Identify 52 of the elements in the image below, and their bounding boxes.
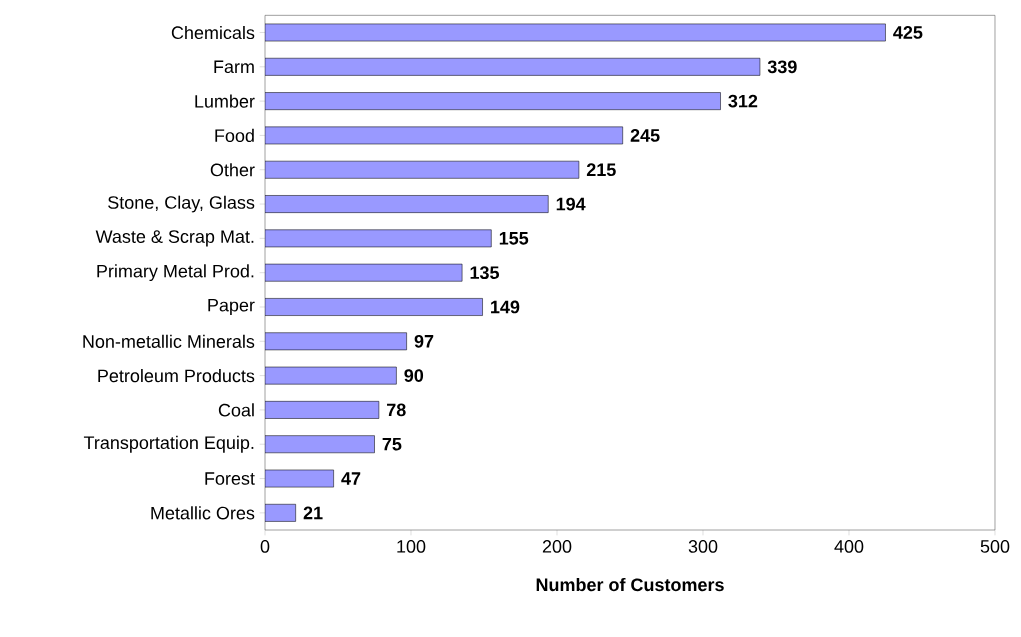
data-label: 194: [556, 197, 586, 211]
data-label: 21: [303, 506, 323, 520]
data-label: 215: [586, 163, 616, 177]
y-tick-label: Stone, Clay, Glass: [108, 195, 255, 213]
y-tick-label: Transportation Equip.: [83, 435, 254, 453]
bar: [265, 23, 886, 42]
y-tick-label: Lumber: [195, 94, 255, 108]
y-tick-label: Waste & Scrap Mat.: [95, 230, 254, 247]
bar: [265, 160, 580, 179]
data-label: 97: [414, 334, 434, 348]
y-tick-label: Primary Metal Prod.: [97, 264, 254, 282]
y-tick-label: Food: [215, 128, 254, 143]
y-tick-label: Paper: [208, 298, 255, 316]
data-label: 149: [491, 300, 520, 314]
data-label: 47: [341, 472, 361, 485]
bar: [265, 92, 721, 110]
data-label: 90: [404, 369, 424, 382]
bar: [265, 263, 463, 282]
y-tick-label: Coal: [218, 403, 254, 417]
bar: [265, 229, 492, 248]
data-label: 135: [470, 266, 500, 280]
x-tick-label: 100: [397, 540, 426, 553]
data-label: 339: [767, 60, 797, 74]
bar: [265, 504, 296, 522]
y-tick-label: Non-metallic Minerals: [83, 334, 255, 348]
bar: [265, 195, 549, 213]
x-tick-label: 500: [980, 540, 1010, 553]
bar: [265, 298, 483, 316]
y-tick-label: Chemicals: [171, 25, 255, 40]
x-tick-label: 0: [260, 540, 270, 553]
y-tick-label: Other: [210, 163, 255, 177]
data-label: 425: [893, 26, 923, 39]
bar: [265, 332, 407, 351]
y-tick-label: Farm: [214, 60, 254, 74]
bar: [265, 435, 375, 454]
y-tick-label: Forest: [205, 472, 255, 485]
data-label: 75: [382, 437, 402, 451]
x-tick-label: 300: [688, 540, 718, 553]
x-axis-title: Number of Customers: [536, 577, 724, 592]
bar: [265, 469, 334, 488]
x-tick-label: 400: [834, 540, 864, 553]
data-label: 155: [499, 232, 529, 245]
bar: [265, 401, 380, 419]
data-label: 78: [387, 403, 406, 417]
bar: [265, 126, 623, 145]
data-label: 245: [630, 129, 660, 142]
data-label: 312: [728, 94, 758, 108]
bar: [265, 366, 397, 385]
x-tick-label: 200: [542, 540, 572, 553]
bar: [265, 57, 761, 76]
y-tick-label: Petroleum Products: [98, 368, 255, 383]
y-tick-label: Metallic Ores: [151, 506, 255, 520]
